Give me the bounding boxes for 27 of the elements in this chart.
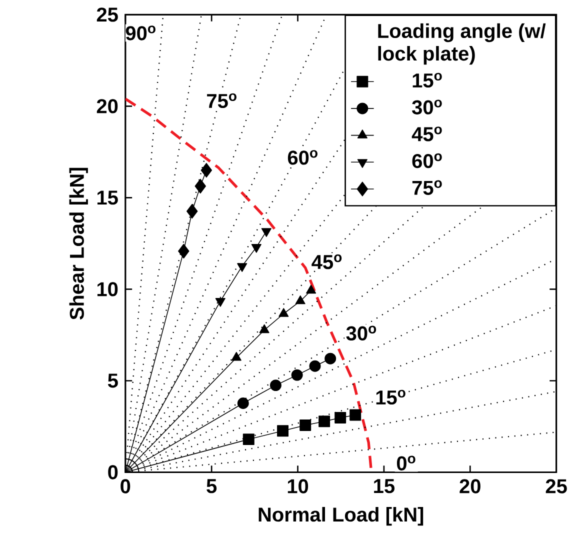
annotation: 15$^{o}$ <box>376 390 406 404</box>
x-tick-label: 25 <box>546 479 567 494</box>
x-tick-label: 5 <box>206 479 217 493</box>
x-tick-label: 15 <box>374 479 395 493</box>
legend-label: 45$^{o}$ <box>412 126 442 142</box>
x-tick-label: 10 <box>288 479 308 494</box>
y-tick-label: 25 <box>96 7 118 22</box>
legend-label: 60$^{o}$ <box>412 153 442 168</box>
legend-label: 15$^{o}$ <box>412 72 442 88</box>
x-tick-label: 0 <box>120 479 130 494</box>
y-tick-label: 0 <box>108 465 118 480</box>
annotation: 60$^{o}$ <box>288 150 318 165</box>
annotation: 45$^{o}$ <box>312 254 342 269</box>
y-tick-label: 5 <box>108 374 118 388</box>
annotation: 90$^{o}$ <box>126 25 156 40</box>
x-axis-title: Normal Load [kN] <box>258 506 424 526</box>
y-axis-title: Shear Load [kN] <box>69 168 88 320</box>
annotation: 0$^{o}$ <box>396 456 416 470</box>
legend-label: 75$^{o}$ <box>412 180 442 195</box>
annotation: 30$^{o}$ <box>346 326 376 340</box>
annotation: 75$^{o}$ <box>207 93 236 108</box>
y-tick-label: 10 <box>97 282 118 296</box>
legend-title: Loading angle (w/ lock plate) <box>378 23 546 65</box>
y-tick-label: 15 <box>97 190 118 205</box>
y-tick-label: 20 <box>96 98 118 114</box>
x-tick-label: 20 <box>460 479 480 494</box>
legend-label: 30$^{o}$ <box>412 100 442 114</box>
